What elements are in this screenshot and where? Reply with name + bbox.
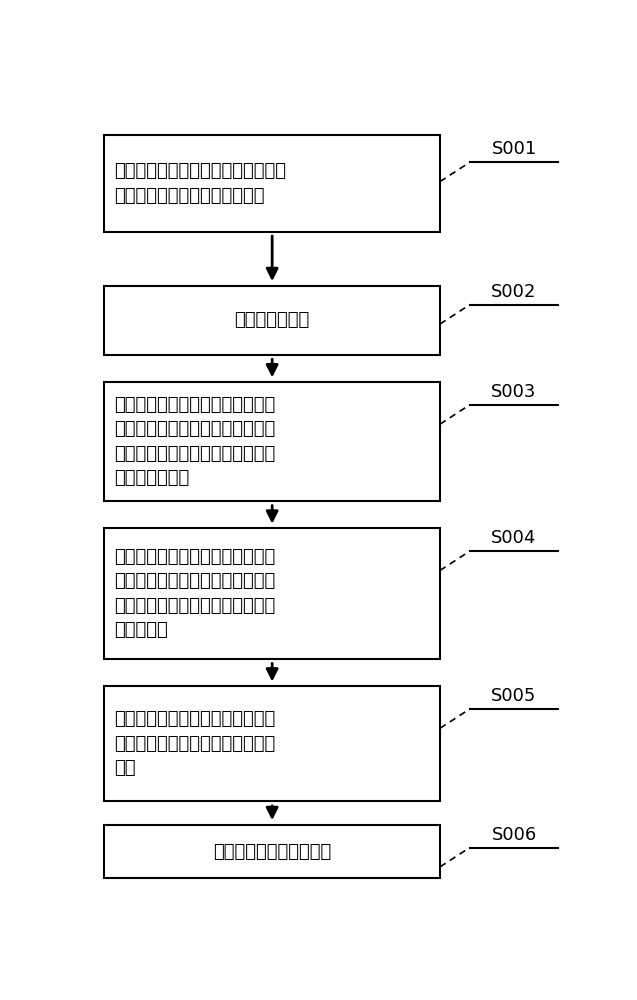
Text: 数据中心根据数据库内注册的单体
电池的参数，完成库内单体电池的
配组: 数据中心根据数据库内注册的单体 电池的参数，完成库内单体电池的 配组 bbox=[114, 710, 275, 777]
Text: 配组后的电池组等待启用: 配组后的电池组等待启用 bbox=[213, 842, 331, 860]
Bar bbox=[104, 528, 440, 659]
Text: 初始化智能模块: 初始化智能模块 bbox=[234, 311, 310, 329]
Text: S001: S001 bbox=[491, 140, 537, 158]
Bar bbox=[104, 382, 440, 501]
Text: S003: S003 bbox=[491, 383, 537, 401]
Bar bbox=[104, 686, 440, 801]
Text: 智能模块向电池运营数据中心上传
单体电池自学习后的参数和出厂设
计参数，完成单体电池在数据中心
的注册登记: 智能模块向电池运营数据中心上传 单体电池自学习后的参数和出厂设 计参数，完成单体… bbox=[114, 548, 275, 639]
Text: S002: S002 bbox=[491, 283, 537, 301]
Text: S006: S006 bbox=[491, 826, 537, 844]
Bar bbox=[104, 135, 440, 232]
Bar bbox=[104, 825, 440, 878]
Text: 智能模块（或芯片）植入（或固定）
于单体电池，并写入唯一标识码: 智能模块（或芯片）植入（或固定） 于单体电池，并写入唯一标识码 bbox=[114, 162, 286, 205]
Text: 单体电池两极和智能模块连接智能
充放电设备，单体电池按设定或规
范要求充满电，然后完成电池启用
前的自学习操作: 单体电池两极和智能模块连接智能 充放电设备，单体电池按设定或规 范要求充满电，然… bbox=[114, 396, 275, 487]
Text: S005: S005 bbox=[491, 687, 537, 705]
Bar bbox=[104, 286, 440, 355]
Text: S004: S004 bbox=[491, 529, 537, 547]
